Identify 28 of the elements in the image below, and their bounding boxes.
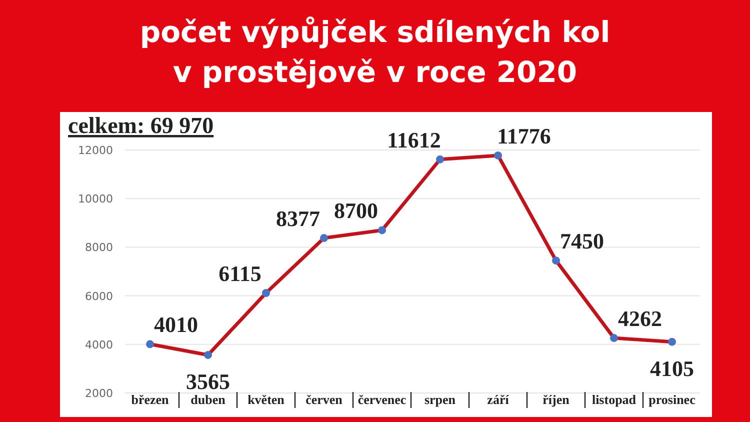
y-tick-label: 8000: [85, 241, 113, 254]
data-label: 7450: [560, 228, 604, 254]
y-tick-label: 2000: [85, 387, 113, 400]
x-tick-label: květen: [248, 392, 286, 407]
data-label: 8377: [276, 206, 320, 232]
x-tick-label: listopad: [592, 392, 637, 407]
y-tick-label: 12000: [78, 144, 113, 157]
x-tick-label: říjen: [542, 392, 570, 407]
x-tick-label: září: [487, 392, 510, 407]
text: celkem: 69 970: [68, 113, 214, 138]
y-tick-label: 6000: [85, 290, 113, 303]
data-label: 4010: [154, 312, 198, 338]
chart-title: počet výpůjček sdílených kol v prostějově v roce 2020: [140, 15, 610, 89]
y-tick-label: 4000: [85, 338, 113, 352]
data-label: 8700: [334, 198, 378, 224]
x-tick-label: duben: [190, 392, 226, 407]
y-tick-label: 10000: [78, 192, 113, 206]
x-tick-label: srpen: [424, 392, 456, 407]
x-tick-label: červenec: [358, 392, 406, 407]
data-label: 4262: [618, 306, 662, 332]
data-label: 11776: [497, 123, 551, 148]
x-tick-label: červen: [306, 392, 344, 407]
data-label: 6115: [218, 261, 262, 286]
x-tick-label: prosinec: [648, 392, 696, 407]
data-label: 4105: [650, 356, 694, 381]
data-label: 11612: [387, 127, 441, 152]
x-tick-label: březen: [131, 392, 170, 407]
data-label: 3565: [186, 368, 230, 394]
